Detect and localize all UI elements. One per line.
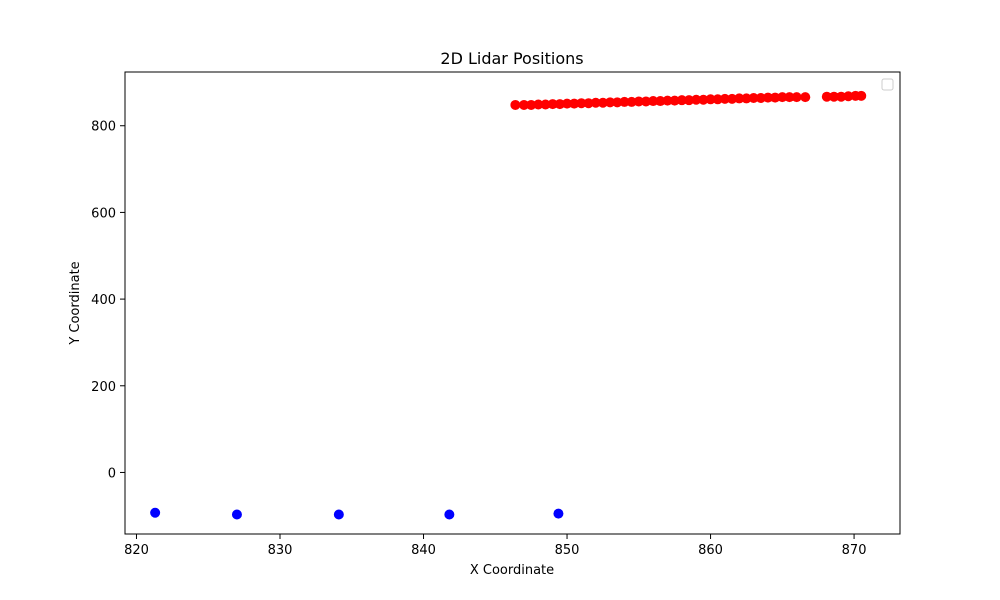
data-point bbox=[662, 95, 673, 106]
data-point bbox=[800, 92, 811, 103]
data-point bbox=[698, 94, 709, 105]
data-point bbox=[828, 91, 839, 102]
y-tick-label: 400 bbox=[91, 293, 116, 308]
data-point bbox=[648, 96, 659, 107]
data-point bbox=[540, 99, 551, 110]
y-tick-label: 600 bbox=[91, 206, 116, 221]
data-point bbox=[518, 99, 529, 110]
data-point bbox=[640, 96, 651, 107]
data-point bbox=[444, 509, 455, 520]
y-tick-label: 200 bbox=[91, 380, 116, 395]
data-point bbox=[626, 96, 637, 107]
data-point bbox=[727, 93, 738, 104]
data-point bbox=[712, 94, 723, 105]
data-point bbox=[719, 93, 730, 104]
chart-title: 2D Lidar Positions bbox=[440, 49, 583, 68]
data-point bbox=[748, 93, 759, 104]
data-point bbox=[583, 98, 594, 109]
data-point bbox=[676, 95, 687, 106]
data-point bbox=[533, 99, 544, 110]
data-point bbox=[856, 90, 867, 101]
data-point bbox=[333, 509, 344, 520]
data-point bbox=[843, 91, 854, 102]
data-point bbox=[554, 99, 565, 110]
data-point bbox=[755, 93, 766, 104]
data-point bbox=[150, 507, 161, 518]
data-point bbox=[655, 96, 666, 107]
data-point bbox=[526, 99, 537, 110]
data-point bbox=[510, 99, 521, 110]
data-point bbox=[553, 508, 564, 519]
x-tick-label: 870 bbox=[842, 543, 867, 558]
series-1 bbox=[150, 507, 564, 520]
points-layer bbox=[150, 90, 867, 520]
data-point bbox=[770, 92, 781, 103]
x-tick-label: 860 bbox=[698, 543, 723, 558]
x-tick-label: 830 bbox=[268, 543, 293, 558]
series-0 bbox=[510, 90, 867, 110]
data-point bbox=[612, 97, 623, 108]
data-point bbox=[605, 97, 616, 108]
data-point bbox=[821, 91, 832, 102]
y-tick-label: 0 bbox=[108, 466, 116, 481]
y-axis-label: Y Coordinate bbox=[68, 261, 83, 345]
data-point bbox=[784, 92, 795, 103]
data-point bbox=[777, 92, 788, 103]
data-point bbox=[669, 95, 680, 106]
data-point bbox=[684, 95, 695, 106]
data-point bbox=[597, 97, 608, 108]
x-axis: 820 830 840 850 860 870 bbox=[124, 534, 866, 558]
data-point bbox=[705, 94, 716, 105]
data-point bbox=[576, 98, 587, 109]
data-point bbox=[741, 93, 752, 104]
data-point bbox=[633, 96, 644, 107]
data-point bbox=[791, 92, 802, 103]
x-axis-label: X Coordinate bbox=[470, 563, 554, 578]
y-tick-label: 800 bbox=[91, 120, 116, 135]
data-point bbox=[590, 97, 601, 108]
data-point bbox=[231, 509, 242, 520]
plot-frame bbox=[124, 71, 901, 535]
x-tick-label: 840 bbox=[411, 543, 436, 558]
legend-box bbox=[881, 78, 894, 91]
data-point bbox=[691, 94, 702, 105]
x-tick-label: 820 bbox=[124, 543, 149, 558]
x-tick-label: 850 bbox=[555, 543, 580, 558]
data-point bbox=[547, 99, 558, 110]
data-point bbox=[836, 91, 847, 102]
data-point bbox=[734, 93, 745, 104]
data-point bbox=[762, 92, 773, 103]
data-point bbox=[562, 98, 573, 109]
y-axis: 0 200 400 600 800 bbox=[91, 120, 125, 481]
data-point bbox=[569, 98, 580, 109]
data-point bbox=[619, 96, 630, 107]
